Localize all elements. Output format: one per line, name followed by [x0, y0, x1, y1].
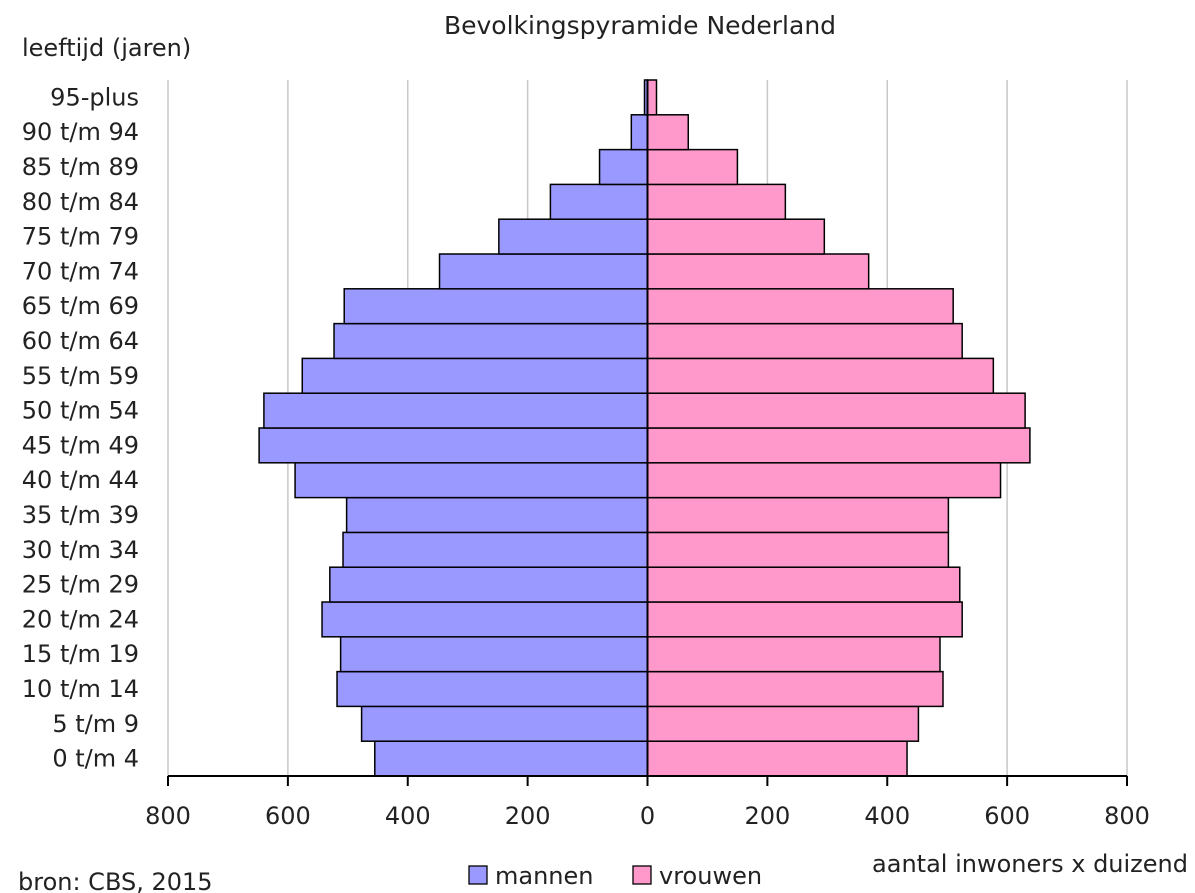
bar-vrouwen	[646, 288, 954, 325]
y-tick-label: 65 t/m 69	[22, 292, 139, 320]
bar-mannen	[258, 427, 649, 464]
bar-vrouwen	[646, 253, 870, 290]
y-tick-label: 30 t/m 34	[22, 536, 139, 564]
bar-mannen	[360, 705, 649, 742]
y-axis-title: leeftijd (jaren)	[22, 34, 191, 62]
y-tick-label: 55 t/m 59	[22, 362, 139, 390]
y-tick-label: 45 t/m 49	[22, 431, 139, 459]
x-axis-title: aantal inwoners x duizend	[872, 850, 1188, 878]
bar-vrouwen	[646, 496, 950, 534]
y-tick-label: 75 t/m 79	[22, 223, 139, 251]
y-tick-label: 10 t/m 14	[22, 675, 139, 703]
bar-mannen	[339, 636, 649, 673]
bar-vrouwen	[646, 392, 1026, 429]
bar-vrouwen	[646, 462, 1002, 499]
y-tick-label: 70 t/m 74	[22, 257, 139, 285]
y-tick-label: 40 t/m 44	[22, 466, 139, 494]
y-tick-label: 15 t/m 19	[22, 640, 139, 668]
y-tick-label: 85 t/m 89	[22, 153, 139, 181]
bar-vrouwen	[646, 427, 1031, 464]
bar-vrouwen	[646, 601, 963, 638]
y-tick-label: 0 t/m 4	[52, 745, 139, 773]
bar-vrouwen	[646, 183, 787, 220]
legend-label-vrouwen: vrouwen	[659, 862, 762, 890]
chart-title: Bevolkingspyramide Nederland	[444, 11, 836, 40]
x-tick-label: 800	[145, 802, 191, 830]
bar-mannen	[598, 148, 649, 186]
bar-mannen	[549, 183, 649, 220]
bar-vrouwen	[646, 357, 995, 394]
y-tick-label: 35 t/m 39	[22, 501, 139, 529]
bar-vrouwen	[646, 114, 690, 151]
x-tick-label: 0	[640, 802, 655, 830]
bar-vrouwen	[646, 79, 658, 116]
bar-mannen	[630, 114, 649, 151]
source-note: bron: CBS, 2015	[18, 868, 213, 893]
bar-vrouwen	[646, 670, 944, 708]
bar-mannen	[333, 322, 649, 360]
bar-mannen	[321, 601, 649, 638]
bar-mannen	[438, 253, 649, 290]
y-axis-labels: 0 t/m 4 5 t/m 9 10 t/m 14 15 t/m 19 20 t/m 2…	[22, 83, 139, 772]
x-tick-label: 600	[265, 802, 311, 830]
legend-swatch-mannen	[468, 865, 488, 885]
bar-vrouwen	[646, 531, 950, 568]
y-tick-label: 20 t/m 24	[22, 605, 139, 633]
y-tick-label: 80 t/m 84	[22, 188, 139, 216]
bar-mannen	[294, 462, 649, 499]
y-tick-label: 50 t/m 54	[22, 397, 139, 425]
x-axis: 800 600 400 200 0 200 400 600 800	[145, 80, 1150, 830]
bar-vrouwen	[646, 705, 920, 742]
x-tick-label: 600	[984, 802, 1030, 830]
bar-mannen	[301, 357, 649, 394]
y-tick-label: 60 t/m 64	[22, 327, 139, 355]
y-tick-label: 25 t/m 29	[22, 571, 139, 599]
legend-swatch-vrouwen	[632, 865, 652, 885]
x-tick-label: 200	[744, 802, 790, 830]
x-tick-label: 800	[1104, 802, 1150, 830]
bar-mannen	[374, 740, 649, 777]
y-tick-label: 5 t/m 9	[52, 710, 139, 738]
bar-mannen	[336, 670, 649, 708]
bar-vrouwen	[646, 218, 826, 255]
legend: mannen vrouwen	[468, 862, 762, 890]
bar-vrouwen	[646, 322, 963, 360]
bar-mannen	[329, 566, 649, 603]
bar-mannen	[263, 392, 649, 429]
y-tick-label: 95-plus	[50, 83, 139, 111]
bar-mannen	[345, 496, 649, 534]
bar-mannen	[498, 218, 649, 255]
bar-mannen	[343, 288, 649, 325]
x-tick-label: 200	[505, 802, 551, 830]
y-tick-label: 90 t/m 94	[22, 118, 139, 146]
bar-mannen	[342, 531, 649, 568]
bar-vrouwen	[646, 566, 961, 603]
x-tick-label: 400	[864, 802, 910, 830]
bar-vrouwen	[646, 740, 908, 777]
x-tick-label: 400	[385, 802, 431, 830]
bar-vrouwen	[646, 148, 739, 186]
bars	[258, 79, 1031, 777]
legend-label-mannen: mannen	[495, 862, 593, 890]
bar-vrouwen	[646, 636, 941, 673]
